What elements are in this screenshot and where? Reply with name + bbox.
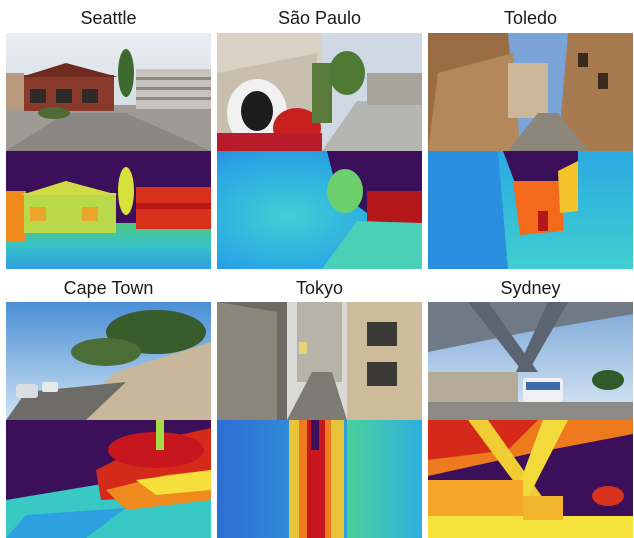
rgb-image-seattle — [6, 33, 211, 151]
depth-map-tokyo — [217, 420, 422, 538]
depth-map-sao-paulo — [217, 151, 422, 269]
depth-visualization-seattle — [6, 151, 211, 269]
city-label-toledo: Toledo — [503, 8, 558, 28]
depth-map-seattle — [6, 151, 211, 269]
depth-map-toledo — [428, 151, 633, 269]
depth-visualization-cape-town — [6, 420, 211, 538]
street-photo-sao-paulo — [217, 33, 422, 151]
depth-map-sydney — [428, 420, 633, 538]
city-label-sao-paulo: São Paulo — [277, 8, 362, 28]
city-label-tokyo: Tokyo — [295, 278, 344, 298]
street-photo-cape-town — [6, 302, 211, 420]
rgb-image-sydney — [428, 302, 633, 420]
city-label-seattle: Seattle — [80, 8, 137, 28]
depth-visualization-sao-paulo — [217, 151, 422, 269]
street-photo-toledo — [428, 33, 633, 151]
rgb-image-toledo — [428, 33, 633, 151]
city-label-sydney: Sydney — [500, 278, 561, 298]
rgb-image-cape-town — [6, 302, 211, 420]
street-photo-tokyo — [217, 302, 422, 420]
rgb-image-sao-paulo — [217, 33, 422, 151]
depth-visualization-toledo — [428, 151, 633, 269]
depth-map-cape-town — [6, 420, 211, 538]
street-photo-seattle — [6, 33, 211, 151]
street-photo-sydney — [428, 302, 633, 420]
depth-visualization-tokyo — [217, 420, 422, 538]
rgb-image-tokyo — [217, 302, 422, 420]
depth-visualization-sydney — [428, 420, 633, 538]
city-label-cape-town: Cape Town — [63, 278, 154, 298]
